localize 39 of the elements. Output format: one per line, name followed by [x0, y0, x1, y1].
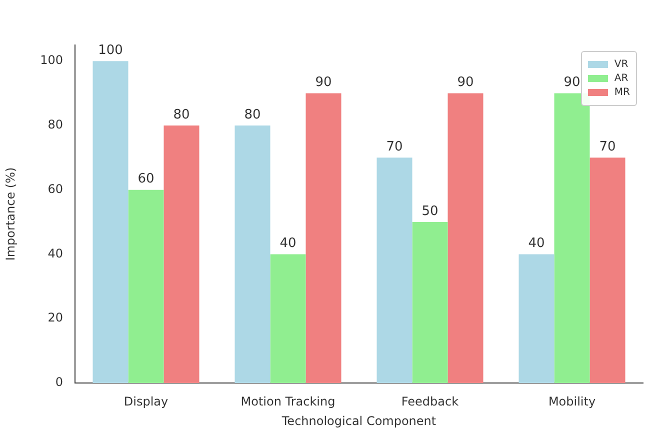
legend-label: AR: [614, 73, 628, 84]
data-label: 90: [457, 75, 474, 90]
bar: [376, 158, 412, 383]
data-label: 100: [98, 42, 123, 58]
legend-label: MR: [614, 87, 630, 98]
data-label: 70: [599, 140, 616, 155]
data-label: 50: [422, 204, 438, 219]
bar: [306, 93, 342, 383]
bar: [518, 254, 554, 383]
legend-label: VR: [614, 59, 628, 70]
x-tick-label: Display: [124, 394, 168, 408]
data-label: 40: [280, 236, 296, 252]
y-tick-label: 100: [40, 53, 63, 68]
bar: [270, 254, 306, 383]
data-label: 70: [386, 140, 403, 155]
x-axis-title: Technological Component: [280, 414, 436, 428]
data-label: 60: [138, 172, 154, 187]
data-label: 40: [528, 236, 545, 252]
y-tick-label: 40: [48, 246, 63, 260]
data-label: 80: [244, 107, 261, 122]
bar: [128, 190, 164, 383]
y-tick-label: 80: [48, 118, 63, 132]
x-tick-label: Mobility: [548, 394, 596, 408]
bar: [554, 93, 590, 383]
y-axis-title: Importance (%): [3, 167, 18, 261]
bar: [234, 125, 270, 383]
data-label: 90: [315, 75, 332, 90]
bar: [164, 125, 200, 383]
data-label: 80: [173, 107, 190, 122]
y-tick-label: 20: [48, 310, 63, 325]
bar: [412, 222, 448, 383]
data-label: 90: [564, 75, 580, 90]
bar: [448, 93, 484, 383]
bar: [92, 61, 128, 383]
x-tick-label: Motion Tracking: [240, 394, 336, 408]
y-tick-label: 0: [55, 375, 63, 390]
x-tick-label: Feedback: [401, 394, 459, 408]
y-tick-label: 60: [48, 182, 63, 196]
bar: [590, 158, 626, 383]
